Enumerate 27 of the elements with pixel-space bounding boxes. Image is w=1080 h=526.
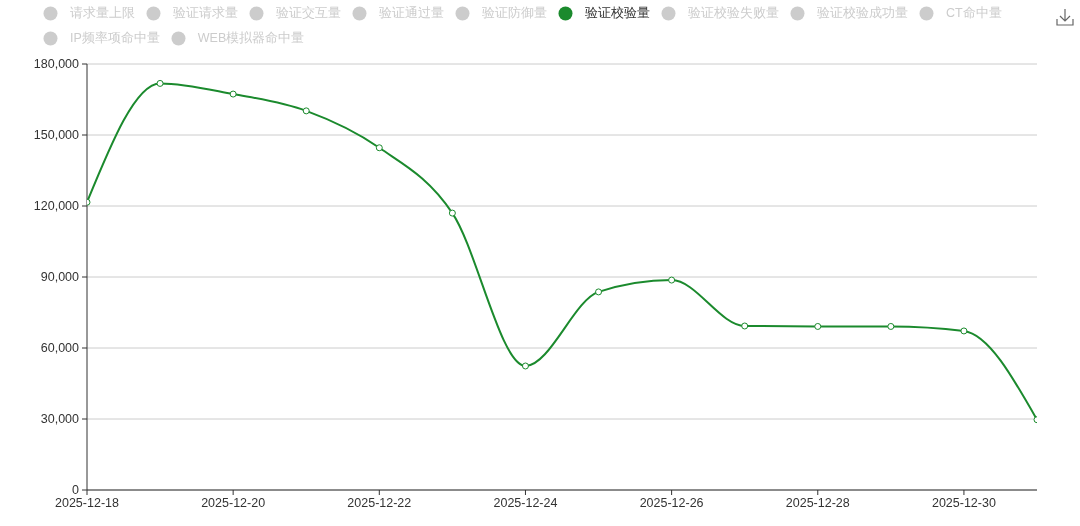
y-tick-label: 180,000: [33, 57, 80, 72]
point: [814, 322, 822, 330]
x-tick-label: 2025-12-22: [347, 495, 412, 510]
x-tick-label: 2025-12-20: [201, 495, 266, 510]
y-tick-label: 0: [72, 483, 80, 498]
legend-label: 验证校验量: [585, 5, 650, 22]
point: [960, 327, 968, 335]
y-tick-label: 150,000: [33, 128, 80, 143]
point: [448, 209, 456, 217]
x-tick-label: 2025-12-30: [931, 495, 996, 510]
x-tick-label: 2025-12-26: [639, 495, 704, 510]
point: [229, 90, 237, 98]
y-tick-label: 90,000: [40, 270, 80, 285]
x-tick-label: 2025-12-24: [493, 495, 558, 510]
point: [375, 144, 383, 152]
x-tick-label: 2025-12-28: [785, 495, 850, 510]
point: [741, 322, 749, 330]
point: [156, 79, 164, 87]
point: [521, 362, 529, 370]
point: [668, 276, 676, 284]
y-tick-label: 60,000: [40, 341, 80, 356]
y-tick-label: 120,000: [33, 199, 80, 214]
x-tick-label: 2025-12-18: [55, 495, 120, 510]
y-tick-label: 30,000: [40, 412, 80, 427]
point: [595, 288, 603, 296]
point: [302, 107, 310, 115]
point: [887, 322, 895, 330]
